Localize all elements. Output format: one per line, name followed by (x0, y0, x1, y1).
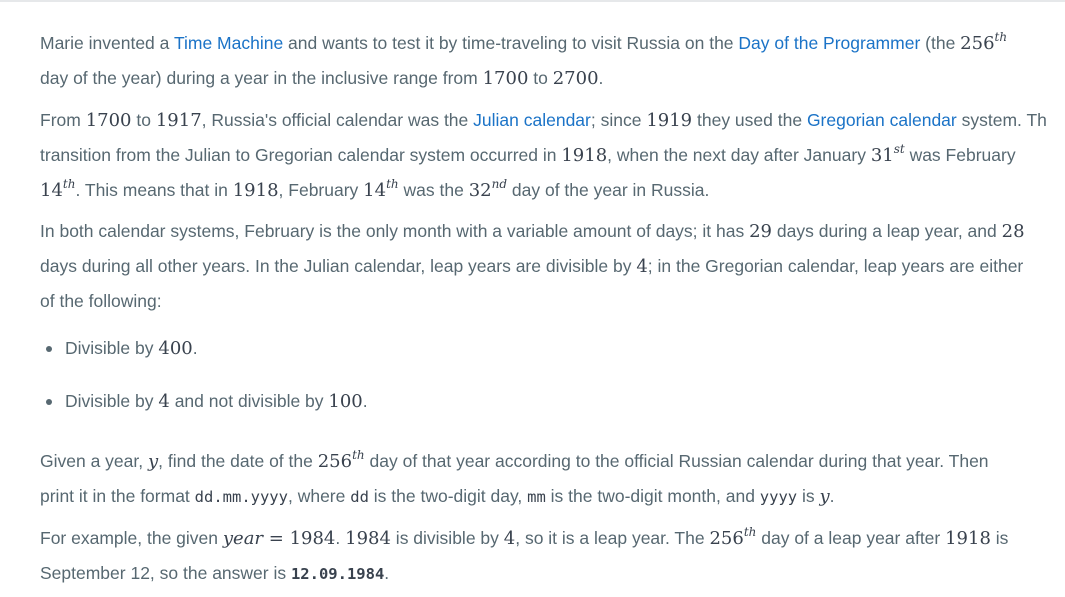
link-julian-calendar[interactable]: Julian calendar (473, 110, 591, 130)
sup-th: th (62, 177, 76, 191)
text: print it in the format (40, 486, 195, 506)
sup-st: st (893, 142, 905, 156)
text: . (192, 338, 198, 358)
text: From (40, 110, 86, 130)
math-1984: 1984 (289, 528, 336, 549)
math-256: 256 (960, 33, 995, 54)
math-1918: 1918 (945, 528, 991, 549)
math-4: 4 (503, 528, 516, 549)
top-divider (0, 0, 1065, 2)
math-1700: 1700 (85, 110, 132, 131)
text: Divisible by (65, 391, 159, 411)
text: . (335, 528, 346, 548)
text: . This means that in (75, 180, 233, 200)
text: is the two-digit month, and (545, 486, 760, 506)
text: is the two-digit day, (368, 486, 528, 506)
list-item: Divisible by 400. (40, 331, 368, 366)
text: days during a leap year, and (772, 221, 1002, 241)
math-14: 14 (40, 180, 63, 201)
leap-year-rules-list: Divisible by 400. Divisible by 4 and not… (40, 331, 368, 419)
math-year: year (222, 528, 264, 549)
sup-nd: nd (491, 177, 508, 191)
text: to (131, 110, 156, 130)
text: is divisible by (390, 528, 504, 548)
text: Marie invented a (40, 33, 174, 53)
link-day-of-programmer[interactable]: Day of the Programmer (738, 33, 921, 53)
text: to (528, 68, 553, 88)
sup-th: th (743, 525, 757, 539)
math-400: 400 (158, 338, 193, 359)
math-4: 4 (158, 391, 170, 412)
text: September 12, so the answer is (40, 563, 291, 583)
math-1918: 1918 (232, 180, 279, 201)
math-y: y (819, 486, 830, 507)
text: days during all other years. In the Juli… (40, 256, 637, 276)
text: , February (278, 180, 364, 200)
text: ; in the Gregorian calendar, leap years … (647, 256, 1024, 276)
list-item: Divisible by 4 and not divisible by 100. (40, 384, 368, 419)
code-dd: dd (350, 488, 369, 506)
text: For example, the given (40, 528, 223, 548)
text: system. Th (956, 110, 1047, 130)
text: day of the year) during a year in the in… (40, 68, 483, 88)
text: was February (904, 145, 1016, 165)
text: day of that year according to the offici… (364, 451, 989, 471)
text: , when the next day after January (607, 145, 871, 165)
text: , Russia's official calendar was the (201, 110, 474, 130)
math-1917: 1917 (155, 110, 202, 131)
sup-th: th (386, 177, 399, 191)
math-1700: 1700 (482, 68, 529, 89)
paragraph-task: Given a year, y, find the date of the 25… (40, 444, 989, 515)
math-4: 4 (636, 256, 648, 277)
text: and wants to test it by time-traveling t… (283, 33, 739, 53)
text: Given a year, (40, 451, 148, 471)
math-28: 28 (1001, 221, 1025, 242)
text: ; since (590, 110, 647, 130)
math-1919: 1919 (646, 110, 693, 131)
math-32: 32 (468, 180, 492, 201)
math-1918: 1918 (561, 145, 608, 166)
text: , where (287, 486, 351, 506)
text: (the (920, 33, 961, 53)
math-1984: 1984 (345, 528, 391, 549)
paragraph-calendar-history: From 1700 to 1917, Russia's official cal… (40, 103, 1047, 208)
text: , find the date of the (158, 451, 318, 471)
text: In both calendar systems, February is th… (40, 221, 750, 241)
code-format: dd.mm.yyyy (194, 488, 288, 506)
code-mm: mm (527, 488, 546, 506)
math-2700: 2700 (552, 68, 599, 89)
math-y: y (147, 451, 159, 472)
math-equals: = (263, 528, 290, 549)
text: transition from the Julian to Gregorian … (40, 145, 562, 165)
paragraph-leap-years: In both calendar systems, February is th… (40, 214, 1025, 319)
text: . (829, 486, 835, 506)
text: they used the (692, 110, 807, 130)
text: of the following: (40, 291, 162, 311)
link-time-machine[interactable]: Time Machine (173, 33, 284, 53)
text: is (990, 528, 1009, 548)
text: day of the year in Russia. (507, 180, 710, 200)
text: . (598, 68, 604, 88)
text: . (384, 563, 390, 583)
text: day of a leap year after (756, 528, 946, 548)
math-29: 29 (749, 221, 773, 242)
text: Divisible by (65, 338, 159, 358)
link-gregorian-calendar[interactable]: Gregorian calendar (806, 110, 957, 130)
text: was the (398, 180, 469, 200)
paragraph-intro: Marie invented a Time Machine and wants … (40, 26, 1007, 96)
math-100: 100 (328, 391, 363, 412)
math-256: 256 (317, 451, 353, 472)
text: , so it is a leap year. The (515, 528, 710, 548)
code-yyyy: yyyy (759, 488, 798, 506)
paragraph-example: For example, the given year = 1984. 1984… (40, 521, 1008, 592)
sup-th: th (994, 30, 1008, 44)
text: . (362, 391, 368, 411)
text: is (797, 486, 820, 506)
math-31: 31 (870, 145, 894, 166)
math-14: 14 (363, 180, 387, 201)
math-256: 256 (709, 528, 744, 549)
text: and not divisible by (169, 391, 329, 411)
code-answer: 12.09.1984 (290, 565, 385, 583)
sup-th: th (352, 448, 365, 462)
